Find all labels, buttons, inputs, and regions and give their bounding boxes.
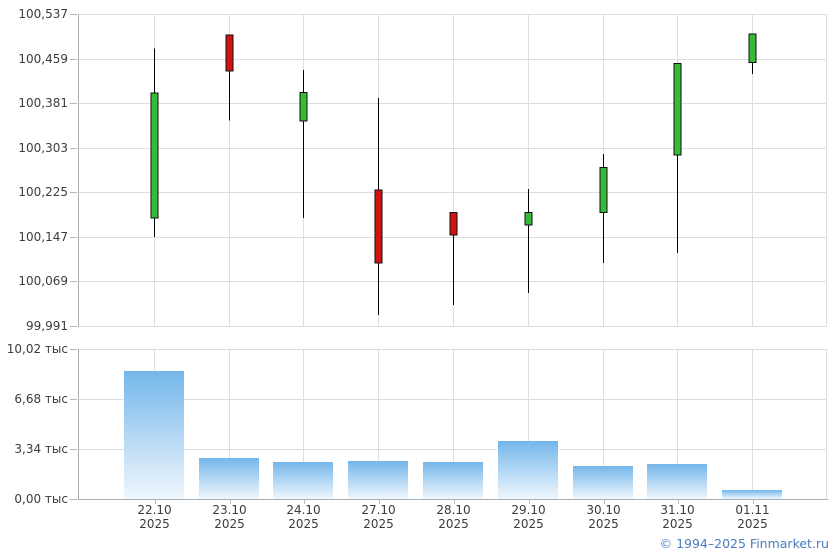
date-line: 29.10 — [511, 503, 546, 517]
volume-bar-30.10 — [573, 466, 633, 499]
candle-body-22.10 — [150, 92, 159, 219]
x-axis-date-label: 28.10 2025 — [416, 503, 492, 531]
date-line: 30.10 — [586, 503, 621, 517]
y-axis-tick-label: 100,459 — [18, 51, 68, 66]
year-line: 2025 — [588, 517, 619, 531]
x-axis-tick-mark — [603, 499, 605, 504]
year-line: 2025 — [737, 517, 768, 531]
year-line: 2025 — [662, 517, 693, 531]
x-axis-tick-mark — [154, 499, 156, 504]
x-axis-tick-mark — [378, 499, 380, 504]
y-axis-tick-mark — [70, 349, 77, 350]
date-line: 27.10 — [361, 503, 396, 517]
x-axis-date-label: 27.10 2025 — [341, 503, 417, 531]
x-axis-tick-mark — [677, 499, 679, 504]
x-axis-date-label: 22.10 2025 — [117, 503, 193, 531]
y-axis-tick-label: 99,991 — [26, 319, 68, 333]
candle-body-28.10 — [449, 211, 458, 236]
x-axis-tick-mark — [303, 499, 305, 504]
year-line: 2025 — [363, 517, 394, 531]
y-axis-tick-label: 100,069 — [18, 274, 68, 289]
y-axis-tick-mark — [70, 449, 77, 450]
y-axis-tick-label: 100,225 — [18, 185, 68, 200]
volume-bar-22.10 — [124, 370, 184, 499]
x-axis-date-label: 24.10 2025 — [266, 503, 342, 531]
date-line: 28.10 — [436, 503, 471, 517]
date-line: 23.10 — [212, 503, 247, 517]
price-candlestick-panel — [79, 14, 827, 327]
volume-y-axis-line — [78, 349, 79, 500]
y-axis-tick-mark — [70, 499, 77, 500]
y-axis-tick-mark — [70, 192, 77, 193]
x-axis-date-label: 23.10 2025 — [192, 503, 268, 531]
y-axis-tick-mark — [70, 326, 77, 327]
candle-body-30.10 — [599, 167, 608, 213]
y-axis-tick-mark — [70, 59, 77, 60]
candle-body-27.10 — [374, 189, 383, 264]
y-axis-tick-label: 3,34 тыс — [14, 442, 68, 456]
date-line: 01.11 — [735, 503, 770, 517]
volume-bar-27.10 — [348, 461, 408, 499]
candle-body-24.10 — [299, 91, 308, 122]
volume-bar-01.11 — [722, 490, 782, 499]
x-axis-date-label: 29.10 2025 — [491, 503, 567, 531]
x-axis-date-label: 30.10 2025 — [566, 503, 642, 531]
date-line: 24.10 — [286, 503, 321, 517]
y-axis-tick-label: 6,68 тыс — [14, 392, 68, 406]
date-line: 22.10 — [137, 503, 172, 517]
candle-body-01.11 — [748, 33, 757, 64]
y-axis-tick-label: 10,02 тыс — [6, 342, 68, 356]
year-line: 2025 — [513, 517, 544, 531]
year-line: 2025 — [214, 517, 245, 531]
y-axis-tick-mark — [70, 14, 77, 15]
volume-bar-24.10 — [273, 461, 333, 499]
y-axis-tick-mark — [70, 237, 77, 238]
x-axis-tick-mark — [229, 499, 231, 504]
y-axis-tick-mark — [70, 399, 77, 400]
x-axis-tick-mark — [453, 499, 455, 504]
volume-bar-29.10 — [498, 441, 558, 499]
volume-bar-panel — [79, 349, 827, 499]
x-axis-date-label: 31.10 2025 — [640, 503, 716, 531]
y-axis-tick-label: 100,537 — [18, 7, 68, 21]
year-line: 2025 — [438, 517, 469, 531]
y-axis-tick-mark — [70, 281, 77, 282]
volume-bar-31.10 — [647, 464, 707, 499]
date-line: 31.10 — [660, 503, 695, 517]
volume-bar-28.10 — [423, 461, 483, 499]
y-axis-tick-mark — [70, 103, 77, 104]
y-axis-tick-label: 100,147 — [18, 229, 68, 244]
x-axis-tick-mark — [752, 499, 754, 504]
candle-body-29.10 — [524, 211, 533, 226]
x-axis-tick-mark — [528, 499, 530, 504]
candle-body-31.10 — [673, 63, 682, 156]
year-line: 2025 — [288, 517, 319, 531]
price-y-axis-line — [78, 14, 79, 327]
y-axis-tick-label: 100,381 — [18, 96, 68, 111]
y-axis-tick-mark — [70, 148, 77, 149]
volume-x-axis-line — [78, 499, 828, 500]
candle-body-23.10 — [225, 34, 234, 72]
y-axis-tick-label: 100,303 — [18, 140, 68, 155]
y-axis-tick-label: 0,00 тыс — [14, 492, 68, 506]
x-axis-date-label: 01.11 2025 — [715, 503, 791, 531]
volume-bar-23.10 — [199, 457, 259, 499]
year-line: 2025 — [139, 517, 170, 531]
finmarket-copyright-link[interactable]: © 1994–2025 Finmarket.ru — [659, 536, 829, 550]
